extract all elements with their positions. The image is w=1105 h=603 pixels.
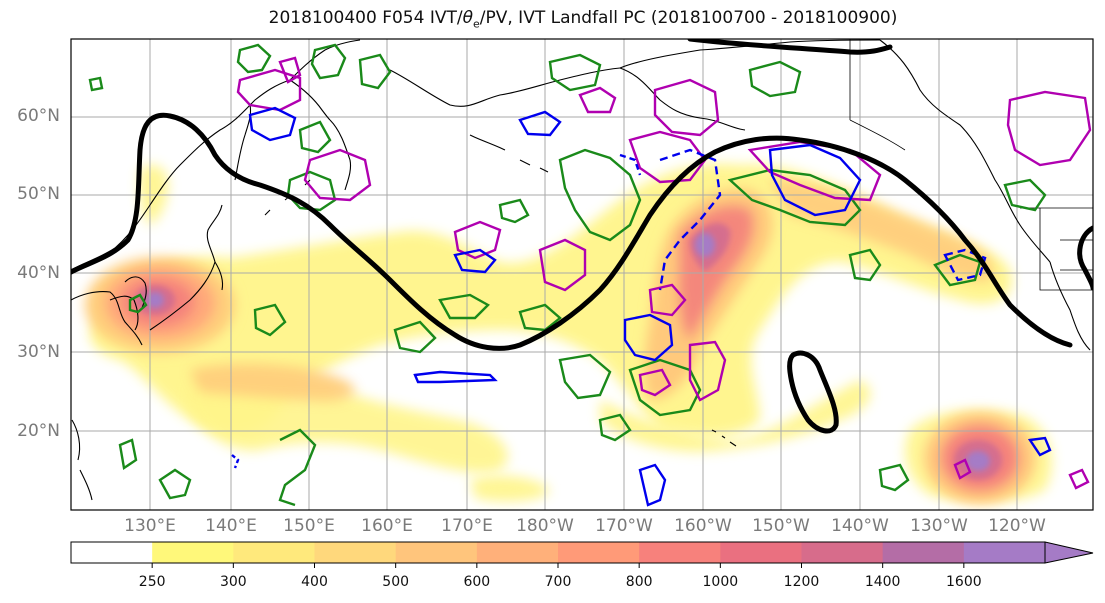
colorbar-swatch — [314, 542, 397, 563]
colorbar-tick-label: 250 — [138, 574, 166, 590]
lat-label-30n: 30°N — [17, 342, 60, 362]
pv-contours-blue — [231, 106, 1052, 507]
colorbar-tick-label: 1000 — [702, 574, 739, 590]
colorbar-swatch — [476, 542, 559, 563]
colorbar-swatch — [801, 542, 884, 563]
colorbar-swatch — [720, 542, 802, 563]
lon-label: 170°E — [441, 516, 493, 536]
lon-label: 120°W — [988, 516, 1046, 536]
colorbar-tick-label: 400 — [301, 574, 328, 590]
ivt-colorbar — [71, 542, 1046, 568]
colorbar-tick-label: 1400 — [864, 574, 901, 590]
colorbar-swatch — [71, 542, 153, 563]
colorbar-tick-label: 300 — [219, 574, 247, 590]
colorbar-tick-label: 700 — [544, 574, 572, 590]
colorbar-swatch — [558, 542, 640, 563]
lon-label: 180°W — [516, 516, 574, 536]
colorbar-swatch — [233, 542, 315, 563]
colorbar-tick-label: 800 — [625, 574, 653, 590]
lat-label-20n: 20°N — [17, 421, 60, 441]
colorbar-swatch — [639, 542, 721, 563]
lat-label-60n: 60°N — [17, 106, 60, 126]
pv-contours-green — [88, 43, 1047, 507]
lon-label: 130°E — [124, 516, 176, 536]
colorbar-swatch — [395, 542, 478, 563]
lon-label: 170°W — [595, 516, 653, 536]
colorbar-swatch — [882, 542, 965, 563]
colorbar-swatch — [152, 542, 234, 563]
map-title: 2018100400 F054 IVT/θe/PV, IVT Landfall … — [268, 8, 898, 31]
lat-label-40n: 40°N — [17, 263, 60, 283]
theta-subscript: e — [472, 17, 480, 31]
theta-symbol: θ — [462, 8, 473, 28]
colorbar-tick-label: 1200 — [783, 574, 820, 590]
lon-label: 140°E — [205, 516, 257, 536]
lon-label: 160°W — [674, 516, 732, 536]
colorbar-swatch — [963, 542, 1046, 563]
map-border — [70, 38, 1094, 511]
lon-label: 160°E — [361, 516, 413, 536]
lon-label: 150°E — [283, 516, 335, 536]
lon-label: 140°W — [831, 516, 889, 536]
lat-label-50n: 50°N — [17, 184, 60, 204]
lon-label: 130°W — [910, 516, 968, 536]
lon-label: 150°W — [752, 516, 810, 536]
colorbar-tick-label: 500 — [382, 574, 410, 590]
colorbar-tick-label: 1600 — [946, 574, 982, 590]
colorbar-border — [70, 541, 1046, 564]
theta-e-contour — [71, 39, 1093, 434]
colorbar-extend-arrow — [1044, 541, 1094, 564]
colorbar-tick-label: 600 — [463, 574, 491, 590]
